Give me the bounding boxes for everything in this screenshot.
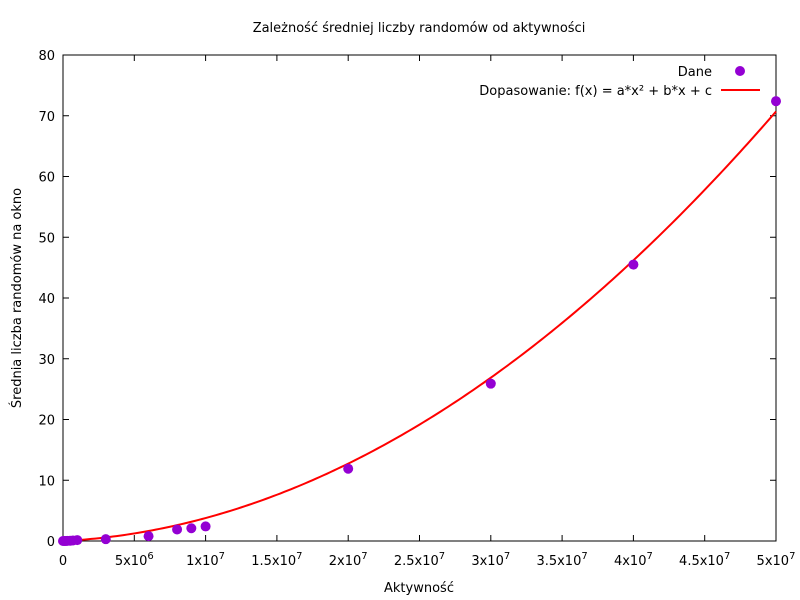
data-point xyxy=(771,96,781,107)
data-point xyxy=(343,463,354,474)
plot-frame xyxy=(62,54,777,542)
x-tick-label: 5x107 xyxy=(757,551,796,569)
y-tick-label: 30 xyxy=(38,353,55,368)
data-point xyxy=(628,259,639,270)
x-tick-label: 4.5x107 xyxy=(679,551,730,569)
fit-curve xyxy=(62,110,777,542)
x-tick-label: 3x107 xyxy=(471,551,510,569)
data-point xyxy=(485,378,496,389)
x-tick-label: 2x107 xyxy=(329,551,368,569)
chart-title: Zależność średniej liczby randomów od ak… xyxy=(253,21,586,36)
plot-border xyxy=(62,54,777,542)
x-tick-label: 2.5x107 xyxy=(394,551,445,569)
x-axis-label: Aktywność xyxy=(384,581,454,596)
data-point xyxy=(200,521,211,532)
y-tick-label: 20 xyxy=(38,414,55,429)
x-tick-label: 0 xyxy=(59,554,67,569)
y-tick-label: 70 xyxy=(38,110,55,125)
y-tick-label: 0 xyxy=(47,535,55,550)
legend-label-dane: Dane xyxy=(678,65,712,80)
y-axis: 0 10 20 30 40 50 60 70 80 xyxy=(38,49,776,550)
y-tick-label: 60 xyxy=(38,171,55,186)
x-tick-label: 1x107 xyxy=(186,551,225,569)
data-point xyxy=(186,523,197,534)
legend: Dane Dopasowanie: f(x) = a*x² + b*x + c xyxy=(479,65,760,99)
x-axis: 0 5x106 1x107 1.5x107 2x107 2.5x107 3x107 3.5x1… xyxy=(59,55,796,569)
data-point xyxy=(100,534,111,545)
legend-label-fit: Dopasowanie: f(x) = a*x² + b*x + c xyxy=(479,84,712,99)
data-point xyxy=(72,535,83,546)
y-tick-label: 10 xyxy=(38,474,55,489)
legend-marker-dane xyxy=(735,66,745,76)
data-point xyxy=(172,524,183,535)
x-tick-label: 1.5x107 xyxy=(251,551,302,569)
data-point xyxy=(143,531,154,542)
y-axis-label: Średnia liczba randomów na okno xyxy=(9,188,25,408)
y-tick-label: 50 xyxy=(38,231,55,246)
points-layer xyxy=(58,96,781,546)
fit-layer xyxy=(62,110,777,542)
x-tick-label: 4x107 xyxy=(614,551,653,569)
y-tick-label: 80 xyxy=(38,49,55,64)
x-tick-label: 3.5x107 xyxy=(536,551,587,569)
x-tick-label: 5x106 xyxy=(115,551,154,569)
y-tick-label: 40 xyxy=(38,292,55,307)
